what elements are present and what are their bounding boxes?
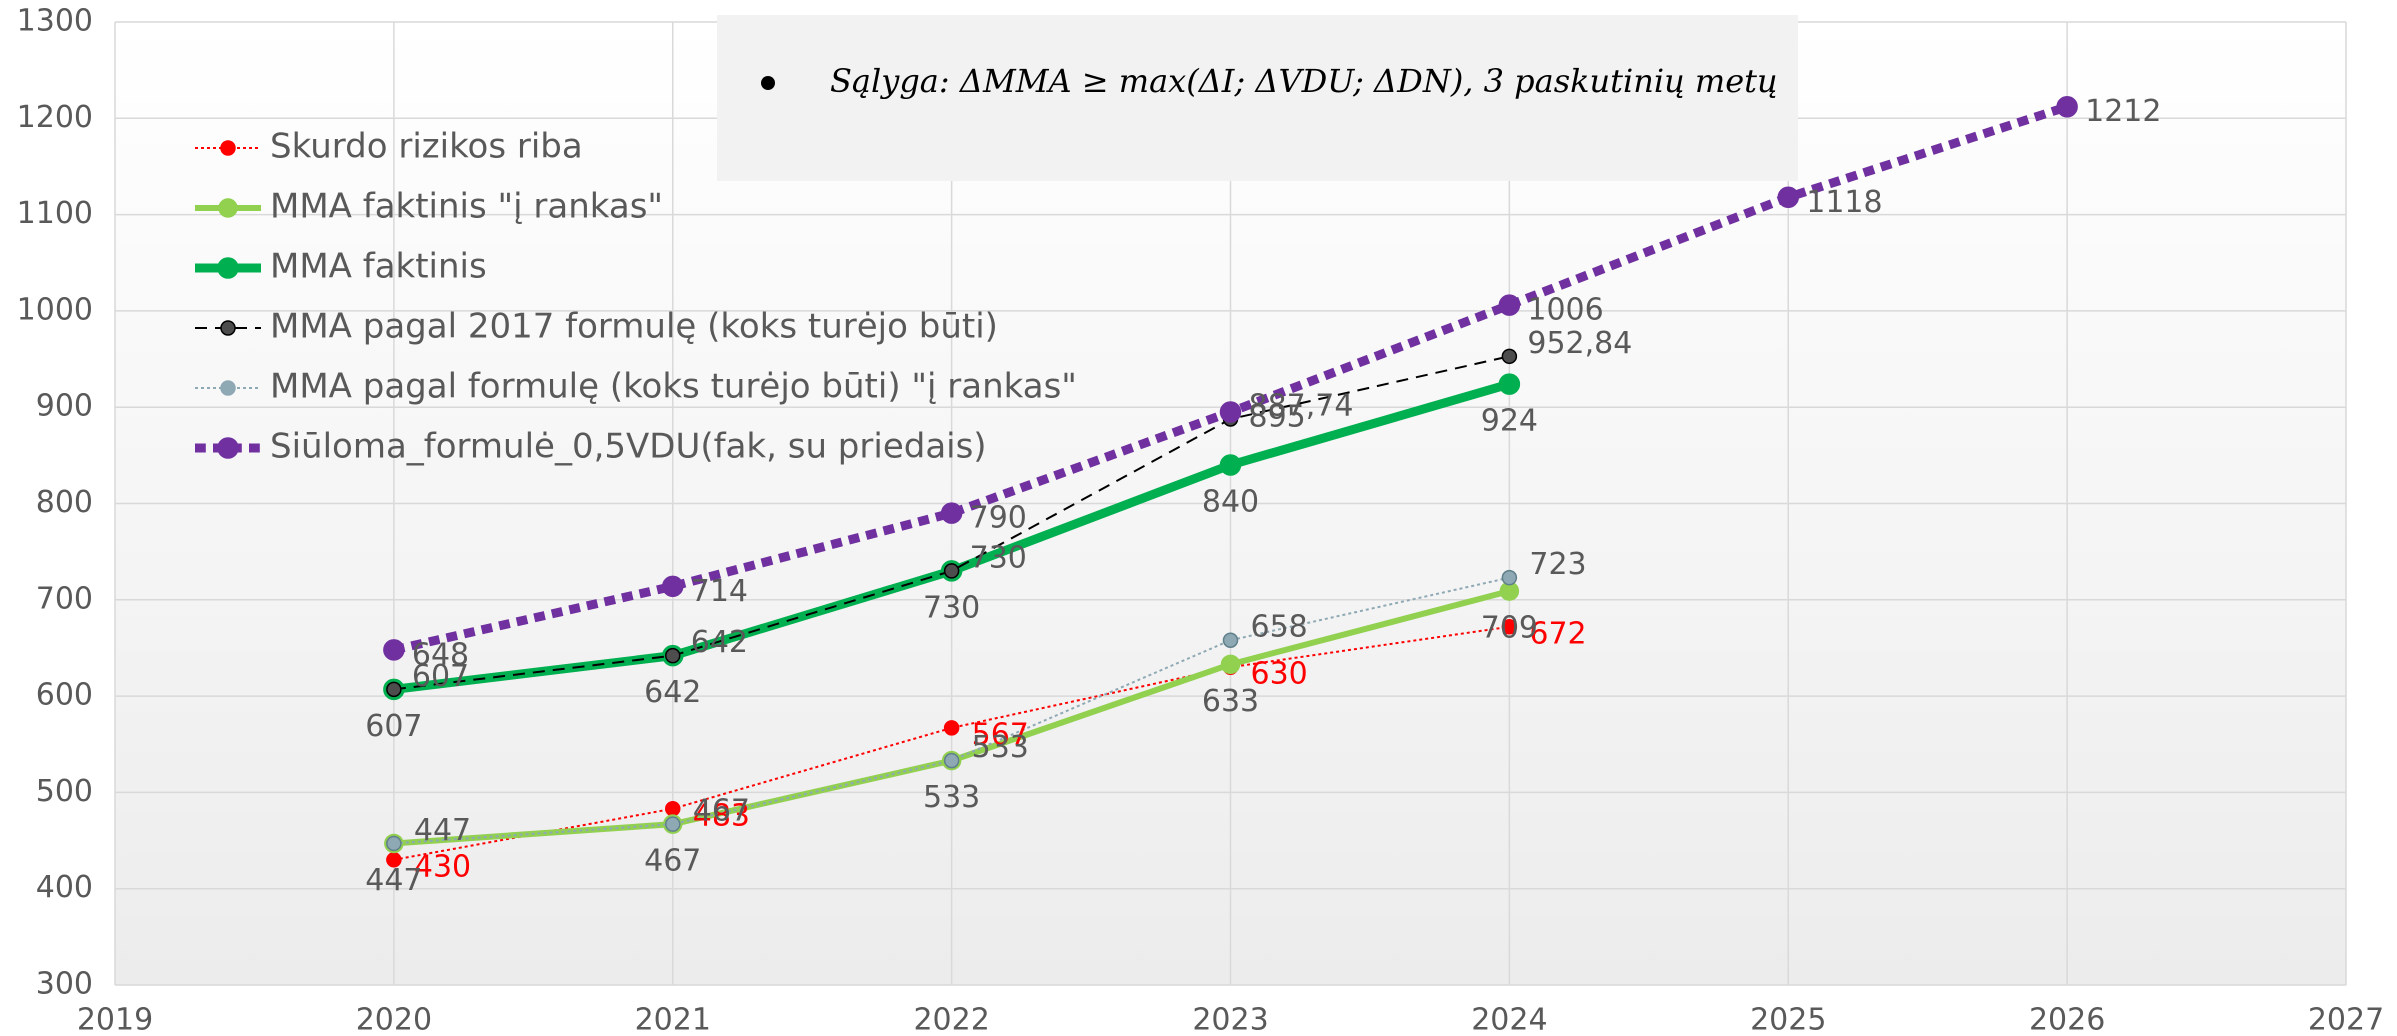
data-label: 467: [644, 844, 701, 879]
series-marker: [386, 835, 402, 852]
series-marker: [665, 647, 681, 664]
annotation-prefix: Sąlyga: ΔMMA ≥ max(ΔI; ΔVDU; ΔDN): [830, 62, 1463, 100]
series-marker: [1219, 401, 1242, 423]
data-label: 840: [1202, 484, 1259, 519]
data-label: 952,84: [1527, 326, 1632, 361]
legend-marker: [217, 257, 239, 279]
x-tick-label: 2020: [356, 1003, 432, 1036]
data-label: 895: [1249, 400, 1306, 435]
data-label: 447: [365, 863, 422, 898]
data-label: 642: [644, 675, 701, 710]
legend-marker: [217, 437, 239, 459]
series-marker: [2056, 95, 2078, 118]
x-tick-label: 2023: [1192, 1003, 1268, 1036]
y-tick-label: 1100: [17, 196, 93, 231]
data-label: 730: [923, 590, 980, 625]
data-label: 467: [693, 794, 750, 829]
y-tick-label: 700: [36, 581, 93, 616]
y-tick-label: 500: [36, 774, 93, 809]
data-label: 607: [365, 709, 422, 744]
data-label: 723: [1529, 547, 1586, 582]
x-tick-label: 2026: [2029, 1003, 2105, 1036]
series-marker: [1501, 569, 1518, 586]
legend-marker: [220, 140, 236, 156]
data-label: 642: [691, 625, 748, 660]
x-tick-label: 2024: [1471, 1003, 1547, 1036]
x-tick-label: 2027: [2308, 1003, 2384, 1036]
series-marker: [1777, 186, 1799, 209]
y-tick-label: 1000: [17, 292, 93, 327]
series-marker: [1498, 373, 1521, 395]
series-marker: [1222, 632, 1239, 648]
series-marker: [943, 752, 960, 769]
data-label: 447: [414, 813, 471, 848]
data-label: 1006: [1527, 293, 1603, 328]
series-line: [393, 355, 1510, 691]
series-marker: [943, 563, 960, 579]
legend-marker: [220, 320, 236, 336]
data-label: 630: [1251, 657, 1308, 692]
data-label: 1212: [2085, 94, 2161, 129]
series-marker: [1501, 348, 1518, 365]
legend-label: MMA pagal 2017 formulę (koks turėjo būti…: [270, 307, 998, 347]
series-marker: [940, 502, 963, 524]
data-label: 533: [972, 730, 1029, 765]
annotation-suffix: , 3 paskutinių metų: [1463, 62, 1777, 100]
legend-label: Skurdo rizikos riba: [270, 127, 583, 167]
legend-marker: [220, 380, 236, 396]
x-tick-label: 2022: [913, 1003, 989, 1036]
series-marker: [1498, 294, 1521, 316]
series-marker: [1501, 619, 1518, 635]
legend-marker: [218, 198, 238, 218]
data-label: 730: [970, 540, 1027, 575]
x-tick-label: 2025: [1750, 1003, 1826, 1036]
y-tick-label: 400: [36, 870, 93, 905]
annotation-bullet: [761, 76, 775, 90]
data-label: 607: [412, 659, 469, 694]
series-marker: [665, 801, 681, 817]
data-label: 790: [970, 501, 1027, 536]
series-marker: [1219, 454, 1242, 476]
legend-label: MMA faktinis: [270, 247, 487, 287]
y-tick-label: 800: [36, 485, 93, 520]
data-label: 567: [972, 717, 1029, 752]
data-label: 672: [1529, 616, 1586, 651]
legend-label: MMA pagal formulę (koks turėjo būti) "į …: [270, 367, 1077, 407]
y-tick-label: 1200: [17, 100, 93, 135]
y-tick-label: 600: [36, 678, 93, 713]
data-label: 633: [1202, 684, 1259, 719]
data-label: 430: [414, 849, 471, 884]
data-label: 709: [1481, 611, 1538, 646]
legend-label: Siūloma_formulė_0,5VDU(fak, su priedais): [270, 427, 987, 467]
data-label: 658: [1251, 610, 1308, 645]
series-marker: [383, 639, 405, 661]
data-label: 714: [691, 574, 748, 609]
data-label: 533: [923, 780, 980, 815]
series-marker: [943, 720, 960, 736]
y-tick-label: 900: [36, 389, 93, 424]
x-tick-label: 2021: [635, 1003, 711, 1036]
series-marker: [662, 575, 684, 598]
data-label: 483: [693, 798, 750, 833]
data-label: 924: [1481, 404, 1538, 439]
series-marker: [1220, 654, 1241, 675]
series-marker: [386, 681, 402, 698]
data-label: 887,74: [1249, 389, 1354, 424]
y-tick-label: 300: [36, 967, 93, 1002]
data-label: 1118: [1806, 185, 1882, 220]
legend-label: MMA faktinis "į rankas": [270, 187, 663, 227]
y-tick-label: 1300: [17, 4, 93, 39]
annotation-box: [717, 15, 1798, 181]
data-label: 648: [412, 637, 469, 672]
annotation: Sąlyga: ΔMMA ≥ max(ΔI; ΔVDU; ΔDN), 3 pas…: [830, 62, 1778, 100]
series-marker: [665, 816, 681, 832]
x-tick-label: 2019: [77, 1003, 153, 1036]
